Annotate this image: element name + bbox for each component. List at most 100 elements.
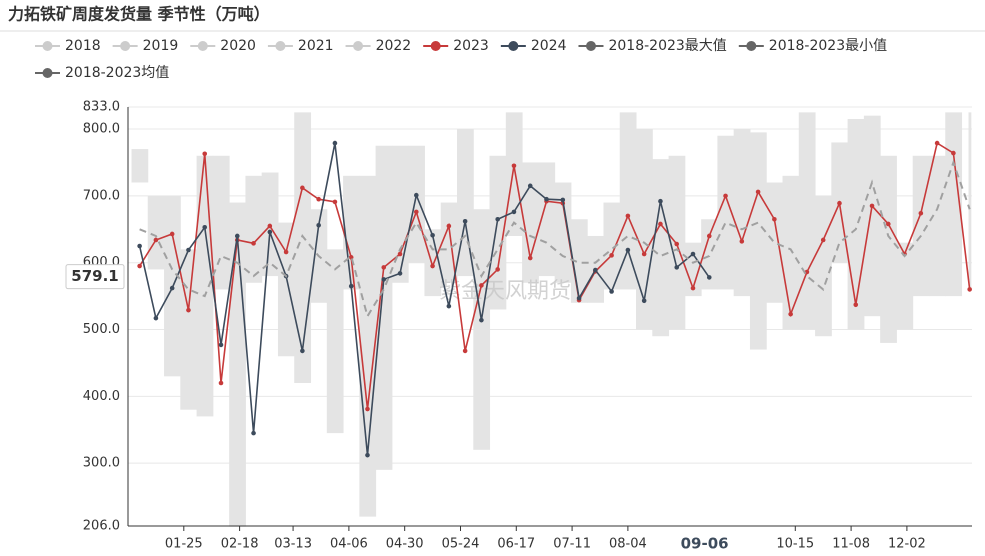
- data-point: [153, 237, 159, 243]
- x-tick-label: 11-08: [832, 537, 870, 552]
- x-tick-label: 07-11: [553, 537, 591, 552]
- data-point: [365, 406, 370, 412]
- pointer-x-box: [674, 532, 735, 556]
- data-point: [772, 216, 777, 222]
- data-point: [869, 203, 875, 209]
- data-point: [853, 302, 859, 308]
- data-point: [397, 251, 403, 257]
- range-band: [245, 175, 263, 283]
- y-tick-label: 300.0: [83, 456, 120, 471]
- range-band: [733, 129, 751, 297]
- data-point: [527, 255, 533, 261]
- pointer-y-box: [65, 264, 125, 290]
- data-point: [462, 218, 468, 224]
- legend-item[interactable]: 2018-2023最小值: [738, 38, 887, 54]
- watermark: 紫金天风期货: [439, 279, 571, 304]
- data-point: [169, 231, 175, 237]
- range-band: [212, 155, 230, 290]
- data-point: [674, 241, 680, 247]
- range-band: [749, 132, 767, 350]
- x-tick-label: 10-15: [776, 537, 814, 552]
- data-point: [641, 251, 647, 257]
- legend-item[interactable]: 2021: [267, 38, 334, 54]
- legend-item[interactable]: 2022: [345, 38, 412, 54]
- data-point: [251, 430, 256, 436]
- range-band: [603, 202, 621, 290]
- data-point: [690, 285, 696, 291]
- range-band: [343, 175, 360, 290]
- data-point: [544, 196, 549, 202]
- data-point: [397, 271, 403, 276]
- legend-dot: [353, 41, 364, 51]
- range-band: [554, 182, 572, 283]
- data-point: [495, 267, 500, 272]
- data-point: [820, 237, 826, 243]
- data-point: [495, 216, 500, 222]
- x-tick-label: 05-24: [442, 537, 480, 552]
- legend-item[interactable]: 2019: [112, 38, 179, 54]
- legend-dot: [746, 41, 757, 51]
- data-point: [300, 348, 305, 354]
- data-point: [658, 198, 663, 204]
- series-line: [139, 159, 971, 319]
- data-point: [511, 209, 517, 215]
- data-point: [234, 233, 240, 239]
- data-point: [690, 251, 696, 257]
- pointer-x-label: 09-06: [681, 535, 729, 553]
- legend-dot: [508, 41, 519, 51]
- data-point: [951, 150, 956, 156]
- range-band: [359, 175, 377, 517]
- series-line: [138, 141, 971, 410]
- range-band: [375, 145, 393, 470]
- data-point: [169, 285, 175, 291]
- x-tick-label: 06-17: [497, 537, 535, 552]
- x-tick-label: 08-04: [609, 537, 647, 552]
- data-point: [625, 213, 631, 219]
- data-point: [283, 249, 289, 255]
- data-point: [332, 199, 338, 205]
- data-point: [381, 265, 387, 270]
- data-point: [430, 263, 435, 269]
- legend-item[interactable]: 2024: [500, 38, 567, 54]
- legend-label: 2018-2023最大值: [608, 38, 726, 54]
- legend-item[interactable]: 2018-2023最大值: [578, 38, 727, 54]
- range-band: [880, 155, 897, 343]
- legend-label: 2018-2023均值: [65, 65, 169, 81]
- data-point: [674, 265, 680, 270]
- legend-item[interactable]: 2018-2023均值: [35, 65, 169, 81]
- data-point: [202, 224, 208, 230]
- range-band: [815, 195, 832, 337]
- data-point: [967, 287, 972, 292]
- range-band: [147, 195, 165, 270]
- y-tick-label: 833.0: [83, 100, 120, 115]
- data-point: [918, 210, 924, 216]
- range-band: [636, 129, 653, 330]
- range-band: [570, 219, 588, 303]
- data-point: [641, 298, 647, 304]
- data-point: [446, 223, 452, 229]
- range-band: [180, 249, 198, 410]
- data-point: [186, 247, 191, 253]
- x-tick-label: 03-13: [274, 537, 312, 552]
- y-tick-label: 700.0: [83, 188, 120, 203]
- data-point: [576, 295, 582, 301]
- range-band: [326, 249, 344, 434]
- legend-item[interactable]: 2020: [190, 38, 256, 54]
- legend-item[interactable]: 2023: [423, 38, 489, 54]
- data-point: [723, 193, 728, 199]
- legend-item[interactable]: 2018: [35, 38, 101, 54]
- data-point: [218, 342, 224, 348]
- legend-label: 2022: [376, 38, 412, 54]
- data-point: [837, 200, 842, 206]
- legend-dot: [120, 41, 131, 51]
- range-band: [489, 155, 507, 310]
- legend-dot: [275, 41, 286, 51]
- legend-dot: [42, 68, 53, 78]
- data-point: [348, 283, 354, 289]
- range-band: [196, 155, 214, 417]
- range-band: [766, 182, 784, 303]
- data-point: [332, 140, 338, 146]
- data-point: [706, 275, 712, 280]
- data-point: [300, 185, 305, 191]
- data-point: [365, 452, 370, 458]
